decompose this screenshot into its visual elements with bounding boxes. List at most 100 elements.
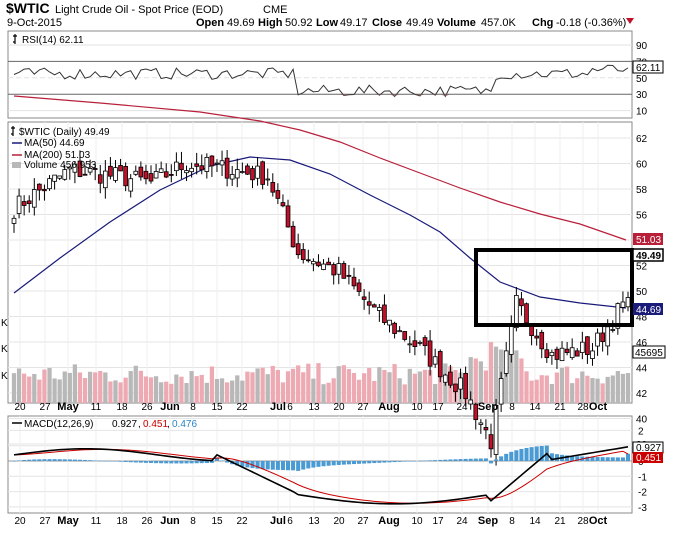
candle-body xyxy=(72,163,78,173)
volume-bar xyxy=(224,382,230,403)
volume-bar xyxy=(296,365,301,403)
candle-body xyxy=(508,323,514,355)
macd-histogram-bar xyxy=(245,461,250,468)
macd-tick-label: -2 xyxy=(638,488,647,499)
macd-histogram-bar xyxy=(407,461,412,462)
macd-histogram-bar xyxy=(37,459,42,461)
macd-histogram-bar xyxy=(605,457,610,461)
volume-bar xyxy=(331,378,336,403)
macd-histogram-bar xyxy=(600,457,605,461)
candle-body xyxy=(234,169,240,179)
volume-bar xyxy=(72,364,78,403)
vol-mark-1: K xyxy=(1,318,8,329)
ma200-tag-frame xyxy=(633,233,663,245)
volume-bar xyxy=(407,368,412,403)
candle-body xyxy=(478,422,484,425)
volume-bar xyxy=(118,382,123,403)
ma200-line xyxy=(13,95,627,241)
x-axis-label-top: 20 xyxy=(14,402,26,413)
volume-swatch xyxy=(12,162,21,168)
macd-histogram-bar xyxy=(143,461,148,463)
candle-body xyxy=(331,264,337,276)
x-axis-label-bottom: 15 xyxy=(211,516,223,527)
candle-body xyxy=(62,169,68,180)
volume-bar xyxy=(316,363,321,403)
x-axis-label-bottom: 8 xyxy=(509,516,515,527)
macd-legend-hist: 0.476 xyxy=(172,419,197,430)
volume-value: 457.0K xyxy=(481,17,517,29)
x-axis-label-bottom: 6 xyxy=(287,516,293,527)
candle-body xyxy=(534,335,539,339)
candle-body xyxy=(605,326,611,347)
exchange: CME xyxy=(263,4,287,16)
macd-histogram-bar xyxy=(610,457,615,461)
macd-histogram-bar xyxy=(331,461,336,466)
volume-bar xyxy=(417,371,423,403)
volume-bar xyxy=(438,369,443,403)
candle-body xyxy=(392,322,397,334)
volume-bar xyxy=(509,354,514,403)
macd-tag-text: 0.927 xyxy=(636,443,661,454)
volume-bar xyxy=(22,373,27,403)
macd-histogram-bar xyxy=(336,461,341,465)
macd-histogram-bar xyxy=(285,461,291,471)
volume-bar xyxy=(240,380,245,403)
macd-histogram-bar xyxy=(214,457,220,461)
volume-bar xyxy=(605,376,610,403)
volume-bar xyxy=(412,373,418,403)
macd-histogram-bar xyxy=(549,453,554,461)
macd-histogram-bar xyxy=(164,461,169,464)
volume-bar xyxy=(351,372,357,403)
macd-histogram-bar xyxy=(138,461,143,463)
volume-bar xyxy=(67,372,72,403)
volume-bar xyxy=(539,375,544,403)
macd-histogram-bar xyxy=(463,458,468,461)
volume-bar xyxy=(77,372,83,403)
candle-body xyxy=(275,190,281,199)
x-axis-label-top: 27 xyxy=(39,402,51,413)
volume-bar xyxy=(93,372,98,403)
macd-histogram-bar xyxy=(123,461,128,462)
rsi-legend-text: RSI(14) 62.11 xyxy=(22,35,84,46)
rsi-tick-label: 10 xyxy=(636,107,648,118)
macd-histogram-bar xyxy=(357,461,362,464)
candle-body xyxy=(67,166,73,170)
candle-body xyxy=(311,261,316,265)
candle-body xyxy=(194,163,200,167)
x-axis-label-top: 28 xyxy=(577,402,589,413)
candle-body xyxy=(209,155,215,167)
x-axis-label-top: 14 xyxy=(529,402,541,413)
volume-bar xyxy=(11,373,17,403)
macd-histogram-bar xyxy=(240,461,245,467)
candle-body xyxy=(143,170,149,180)
macd-histogram-bar xyxy=(615,457,620,461)
macd-histogram-bar xyxy=(83,459,88,461)
volume-bar xyxy=(32,374,37,403)
macd-histogram-bar xyxy=(148,461,154,464)
macd-histogram-bar xyxy=(235,461,240,466)
volume-bar xyxy=(285,371,291,403)
macd-histogram-bar xyxy=(494,459,499,461)
candle-body xyxy=(377,307,382,311)
candle-body xyxy=(595,332,600,347)
macd-histogram-bar xyxy=(509,451,514,461)
candle-body xyxy=(615,303,621,329)
candle-body xyxy=(77,160,83,177)
candle-body xyxy=(42,188,47,192)
macd-histogram-bar xyxy=(133,461,138,463)
macd-histogram-bar xyxy=(488,461,494,464)
macd-histogram-bar xyxy=(47,459,52,461)
volume-bar xyxy=(610,375,615,403)
macd-histogram-bar xyxy=(103,460,108,462)
x-axis-label-top: 20 xyxy=(333,402,345,413)
volume-bar xyxy=(301,372,306,403)
volume-bar xyxy=(184,382,189,403)
candle-body xyxy=(468,399,474,405)
macd-histogram-bar xyxy=(265,461,270,470)
x-axis-label-bottom: 18 xyxy=(116,516,128,527)
candle-body xyxy=(524,303,529,324)
candle-body xyxy=(625,297,631,308)
macd-histogram-bar xyxy=(169,461,174,464)
volume-bar xyxy=(204,382,209,403)
volume-bar xyxy=(397,378,402,403)
